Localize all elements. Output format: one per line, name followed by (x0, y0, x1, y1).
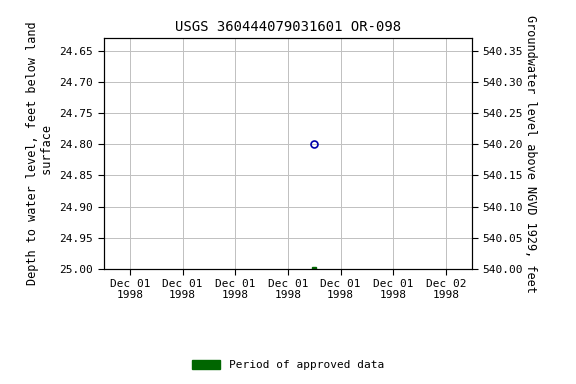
Y-axis label: Groundwater level above NGVD 1929, feet: Groundwater level above NGVD 1929, feet (524, 15, 537, 293)
Title: USGS 360444079031601 OR-098: USGS 360444079031601 OR-098 (175, 20, 401, 35)
Y-axis label: Depth to water level, feet below land
 surface: Depth to water level, feet below land su… (26, 22, 54, 285)
Legend: Period of approved data: Period of approved data (188, 356, 388, 375)
